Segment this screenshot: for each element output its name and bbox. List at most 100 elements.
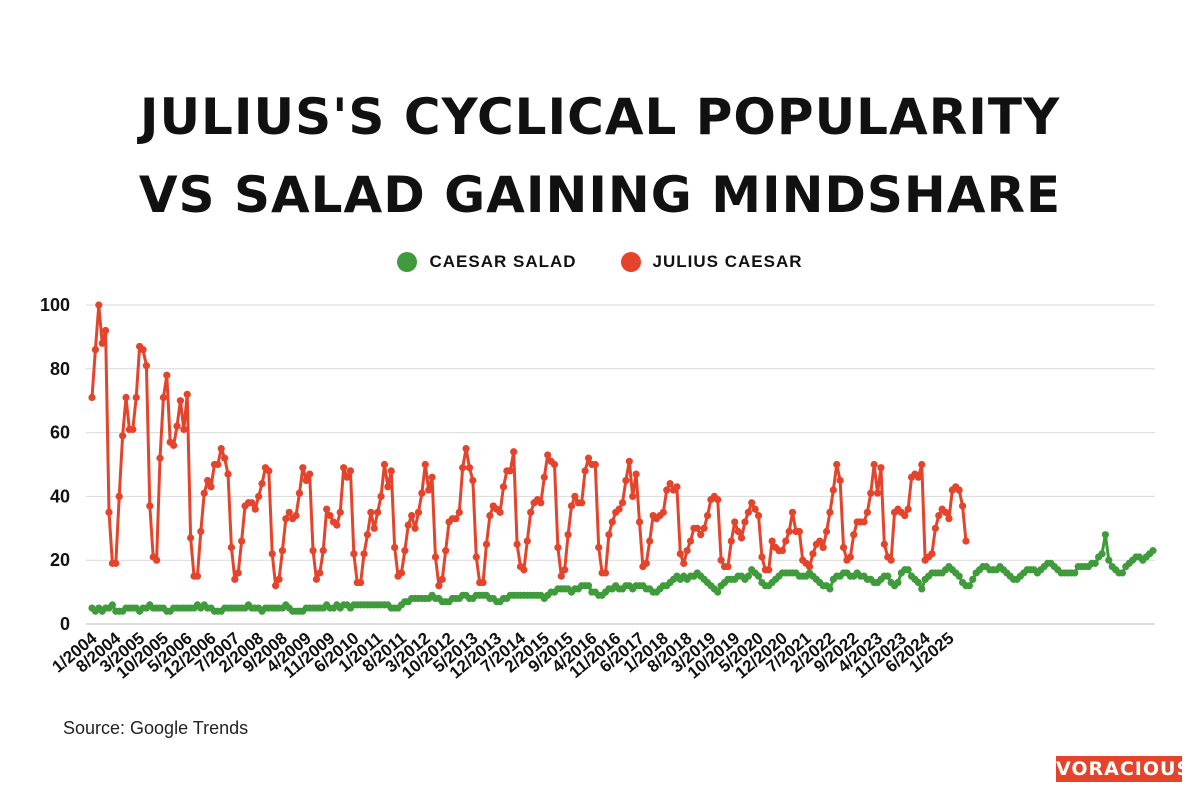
data-point-julius-caesar — [931, 524, 939, 532]
data-point-julius-caesar — [850, 531, 858, 539]
data-point-julius-caesar — [102, 326, 110, 335]
data-point-julius-caesar — [734, 527, 742, 536]
data-point-julius-caesar — [686, 537, 695, 545]
data-point-julius-caesar — [227, 543, 236, 552]
data-point-julius-caesar — [822, 527, 831, 536]
data-point-julius-caesar — [683, 547, 691, 555]
y-tick-label: 0 — [60, 614, 70, 634]
data-point-julius-caesar — [581, 467, 589, 475]
data-point-julius-caesar — [98, 339, 106, 347]
data-point-julius-caesar — [258, 480, 266, 488]
data-point-julius-caesar — [408, 511, 416, 520]
data-point-caesar-salad — [1071, 569, 1079, 577]
data-point-julius-caesar — [91, 346, 99, 354]
data-point-julius-caesar — [88, 393, 96, 402]
data-point-julius-caesar — [465, 464, 474, 472]
data-point-julius-caesar — [469, 476, 477, 485]
data-point-julius-caesar — [962, 537, 970, 545]
data-point-caesar-salad — [955, 572, 963, 580]
data-point-julius-caesar — [316, 569, 324, 577]
data-point-caesar-salad — [714, 588, 722, 596]
data-point-julius-caesar — [455, 508, 463, 516]
data-point-julius-caesar — [418, 489, 426, 497]
data-point-julius-caesar — [425, 486, 433, 494]
data-point-julius-caesar — [377, 492, 385, 500]
data-point-julius-caesar — [129, 425, 137, 434]
data-point-julius-caesar — [282, 515, 290, 523]
data-point-julius-caesar — [826, 508, 834, 516]
data-point-julius-caesar — [578, 499, 586, 507]
data-point-julius-caesar — [360, 550, 368, 558]
data-point-julius-caesar — [200, 489, 208, 497]
data-point-julius-caesar — [295, 489, 304, 497]
y-tick-label: 40 — [50, 486, 70, 506]
data-point-julius-caesar — [340, 464, 348, 472]
data-point-julius-caesar — [737, 534, 746, 542]
data-point-julius-caesar — [482, 540, 491, 548]
data-point-julius-caesar — [428, 473, 436, 481]
title-line-2: VS SALAD GAINING MINDSHARE — [138, 166, 1062, 224]
data-point-julius-caesar — [615, 505, 623, 513]
data-point-julius-caesar — [676, 550, 684, 558]
data-point-julius-caesar — [139, 346, 147, 354]
data-point-julius-caesar — [397, 569, 406, 577]
data-point-julius-caesar — [306, 470, 314, 478]
data-point-julius-caesar — [778, 547, 786, 555]
data-point-julius-caesar — [350, 550, 358, 558]
data-point-julius-caesar — [411, 524, 419, 532]
y-tick-label: 100 — [40, 295, 70, 315]
data-point-julius-caesar — [839, 543, 848, 552]
data-point-julius-caesar — [119, 432, 127, 440]
data-point-julius-caesar — [836, 476, 844, 485]
data-point-julius-caesar — [367, 508, 375, 516]
data-point-julius-caesar — [343, 473, 351, 481]
data-point-julius-caesar — [561, 566, 569, 574]
data-point-julius-caesar — [173, 422, 181, 430]
y-tick-label: 60 — [50, 423, 70, 443]
data-point-julius-caesar — [819, 543, 827, 552]
data-point-julius-caesar — [877, 464, 885, 472]
data-point-julius-caesar — [880, 540, 888, 548]
data-point-julius-caesar — [601, 569, 610, 577]
data-point-julius-caesar — [163, 371, 171, 379]
data-point-caesar-salad — [914, 578, 922, 587]
data-point-julius-caesar — [901, 511, 909, 520]
data-point-julius-caesar — [591, 460, 599, 469]
legend-item-caesar-salad: CAESAR SALAD — [397, 252, 576, 272]
data-point-julius-caesar — [183, 390, 191, 398]
data-point-julius-caesar — [785, 527, 793, 536]
data-point-julius-caesar — [387, 467, 395, 475]
data-point-julius-caesar — [105, 508, 113, 516]
data-point-caesar-salad — [918, 585, 926, 593]
data-point-julius-caesar — [380, 460, 389, 469]
data-point-julius-caesar — [391, 543, 399, 552]
data-point-julius-caesar — [122, 393, 130, 402]
data-point-julius-caesar — [595, 543, 603, 552]
data-point-julius-caesar — [187, 534, 195, 542]
data-point-julius-caesar — [666, 480, 674, 488]
data-point-julius-caesar — [312, 575, 321, 583]
data-point-julius-caesar — [520, 566, 528, 574]
data-point-julius-caesar — [374, 508, 382, 516]
data-point-julius-caesar — [346, 467, 355, 475]
data-point-julius-caesar — [833, 460, 841, 469]
data-point-julius-caesar — [204, 476, 212, 485]
data-point-julius-caesar — [421, 460, 429, 469]
data-point-julius-caesar — [918, 460, 926, 469]
data-point-julius-caesar — [537, 499, 545, 507]
data-point-julius-caesar — [809, 550, 817, 558]
data-point-julius-caesar — [724, 562, 732, 571]
data-point-julius-caesar — [238, 537, 246, 545]
data-point-julius-caesar — [860, 518, 868, 526]
data-point-julius-caesar — [870, 460, 878, 469]
data-point-julius-caesar — [782, 537, 790, 545]
data-point-julius-caesar — [867, 489, 875, 497]
data-point-julius-caesar — [319, 547, 327, 555]
data-point-julius-caesar — [659, 508, 667, 516]
data-point-julius-caesar — [703, 511, 712, 520]
brand-logo: VORACIOUS — [1056, 756, 1192, 782]
data-point-julius-caesar — [632, 470, 640, 478]
data-point-julius-caesar — [816, 537, 824, 545]
data-point-julius-caesar — [663, 486, 671, 494]
legend-item-julius-caesar: JULIUS CAESAR — [620, 252, 803, 272]
